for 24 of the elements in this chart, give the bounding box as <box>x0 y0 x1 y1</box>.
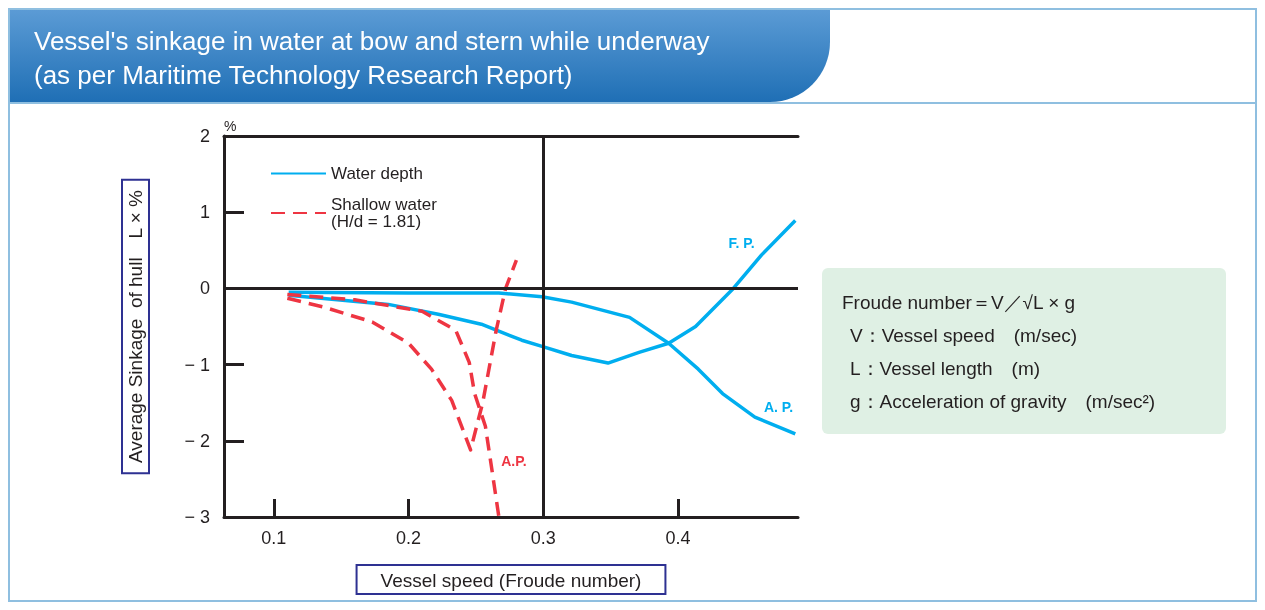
y-tick-label: 0 <box>199 278 210 299</box>
annotation: A.P. <box>501 453 527 470</box>
y-tick-label: 1 <box>199 202 210 223</box>
x-axis-title: Vessel speed (Froude number) <box>380 570 642 591</box>
x-tick-label: 0.2 <box>396 528 422 548</box>
y-tick-label: 2 <box>199 126 210 146</box>
chart-title: Vessel's sinkage in water at bow and stern while underway <box>34 25 711 58</box>
legend-label: Water depth <box>331 164 423 183</box>
text: % <box>224 118 237 134</box>
text: g：Acceleration of gravity (m/sec²) <box>849 390 1157 414</box>
text: Froude number＝V／√L × g <box>842 291 1077 315</box>
y-tick-label: − 1 <box>184 354 210 375</box>
annotation: F. P. <box>728 234 755 251</box>
x-tick-label: 0.1 <box>261 528 287 548</box>
legend-label: Shallow water (H/d = 1.81) <box>331 195 438 231</box>
y-tick-label: − 2 <box>184 430 210 451</box>
annotation: A. P. <box>763 399 794 416</box>
y-axis-title: Average Sinkage of hull L × % <box>125 189 146 464</box>
x-tick-label: 0.3 <box>530 528 556 548</box>
chart-subtitle: (as per Maritime Technology Research Report) <box>34 59 574 92</box>
text: V：Vessel speed (m/sec) <box>849 324 1079 348</box>
text: L：Vessel length (m) <box>849 357 1042 381</box>
x-tick-label: 0.4 <box>665 528 691 548</box>
y-tick-label: − 3 <box>184 507 210 527</box>
